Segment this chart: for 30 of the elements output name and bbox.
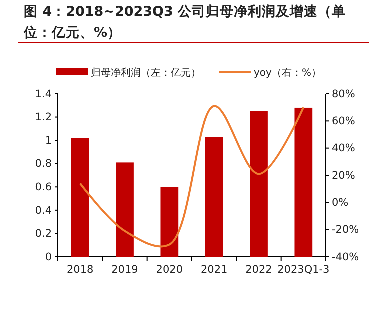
bar (116, 162, 134, 257)
y2-tick-label: 20% (332, 170, 356, 182)
y-tick-label: 0.8 (35, 158, 52, 170)
y-tick-label: 1.2 (35, 112, 52, 124)
legend-label: 归母净利润（左：亿元） (91, 67, 201, 79)
y-tick-label: 0.2 (35, 228, 52, 240)
bar (250, 111, 268, 257)
y-tick-label: 0.6 (35, 182, 52, 194)
y2-tick-label: -40% (332, 251, 360, 264)
x-tick-label: 2020 (156, 264, 184, 276)
x-tick-label: 2022 (246, 264, 272, 276)
x-tick-label: 2018 (66, 264, 94, 276)
bar (71, 138, 90, 257)
y-tick-label: 1.4 (35, 88, 52, 100)
y-tick-label: 1 (45, 134, 52, 147)
chart-title: 图 4：2018~2023Q3 公司归母净利润及增速（单位：亿元、%） (23, 3, 346, 41)
x-tick-label: 2019 (112, 264, 138, 276)
x-tick-label: 2023Q1-3 (278, 264, 330, 276)
bar (294, 108, 313, 257)
y-tick-label: 0 (45, 251, 52, 264)
y-tick-label: 0.4 (35, 204, 52, 217)
y2-tick-label: 40% (332, 142, 356, 155)
y2-tick-label: 0% (332, 197, 349, 210)
y2-tick-label: -20% (332, 224, 360, 236)
x-tick-label: 2021 (200, 264, 228, 276)
y2-tick-label: 60% (332, 116, 356, 128)
bar (205, 137, 224, 257)
bar (160, 187, 179, 257)
legend-label: yoy（右：%） (254, 68, 322, 79)
y2-tick-label: 80% (332, 88, 356, 100)
